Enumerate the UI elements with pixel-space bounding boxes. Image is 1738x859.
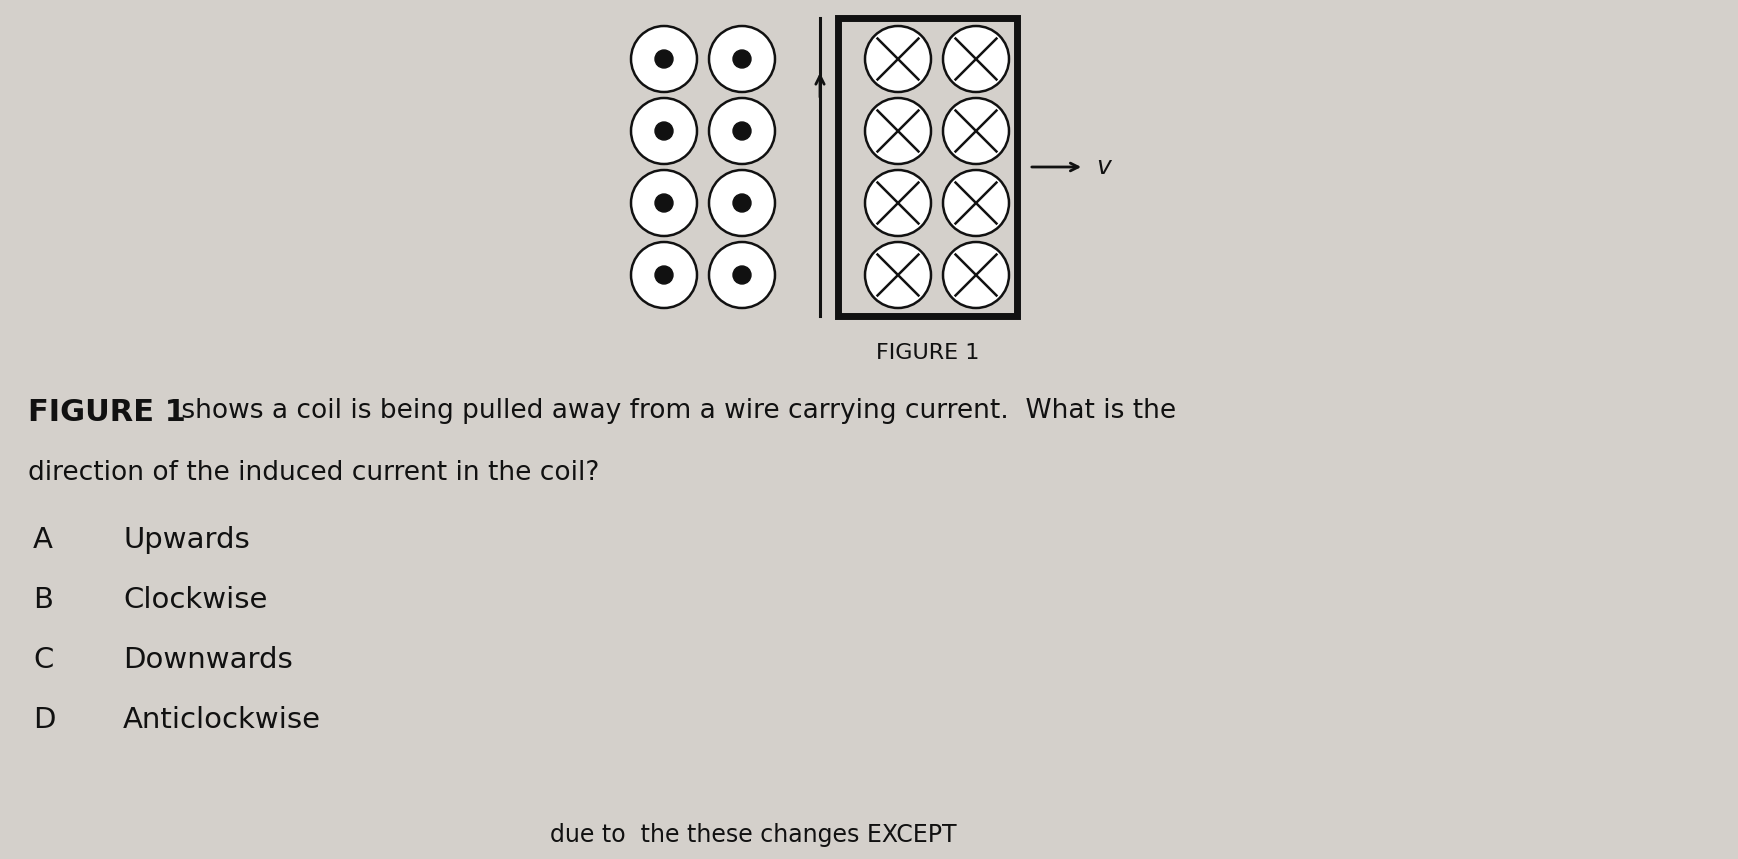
Circle shape bbox=[944, 98, 1010, 164]
Text: A: A bbox=[33, 526, 52, 554]
Text: Clockwise: Clockwise bbox=[123, 586, 268, 614]
Circle shape bbox=[866, 98, 932, 164]
Circle shape bbox=[733, 266, 751, 284]
Text: Downwards: Downwards bbox=[123, 646, 292, 674]
Circle shape bbox=[944, 242, 1010, 308]
Text: shows a coil is being pulled away from a wire carrying current.  What is the: shows a coil is being pulled away from a… bbox=[174, 398, 1177, 424]
Text: C: C bbox=[33, 646, 54, 674]
Text: FIGURE 1: FIGURE 1 bbox=[876, 343, 978, 363]
Circle shape bbox=[709, 98, 775, 164]
Bar bbox=[838, 18, 1017, 316]
Text: FIGURE 1: FIGURE 1 bbox=[28, 398, 186, 427]
Circle shape bbox=[655, 122, 673, 140]
Text: due to  the these changes EXCEPT: due to the these changes EXCEPT bbox=[549, 823, 956, 847]
Circle shape bbox=[866, 26, 932, 92]
Circle shape bbox=[631, 170, 697, 236]
Circle shape bbox=[866, 242, 932, 308]
Circle shape bbox=[709, 242, 775, 308]
Text: D: D bbox=[33, 706, 56, 734]
Circle shape bbox=[733, 122, 751, 140]
Circle shape bbox=[655, 50, 673, 68]
Circle shape bbox=[655, 266, 673, 284]
Circle shape bbox=[655, 194, 673, 212]
Text: B: B bbox=[33, 586, 52, 614]
Circle shape bbox=[733, 194, 751, 212]
Text: Upwards: Upwards bbox=[123, 526, 250, 554]
Text: $v$: $v$ bbox=[1097, 155, 1112, 179]
Circle shape bbox=[733, 50, 751, 68]
Circle shape bbox=[944, 170, 1010, 236]
Circle shape bbox=[866, 170, 932, 236]
Circle shape bbox=[631, 26, 697, 92]
Circle shape bbox=[631, 242, 697, 308]
Text: direction of the induced current in the coil?: direction of the induced current in the … bbox=[28, 460, 600, 486]
Circle shape bbox=[944, 26, 1010, 92]
Text: Anticlockwise: Anticlockwise bbox=[123, 706, 322, 734]
Circle shape bbox=[709, 26, 775, 92]
Circle shape bbox=[709, 170, 775, 236]
Circle shape bbox=[631, 98, 697, 164]
